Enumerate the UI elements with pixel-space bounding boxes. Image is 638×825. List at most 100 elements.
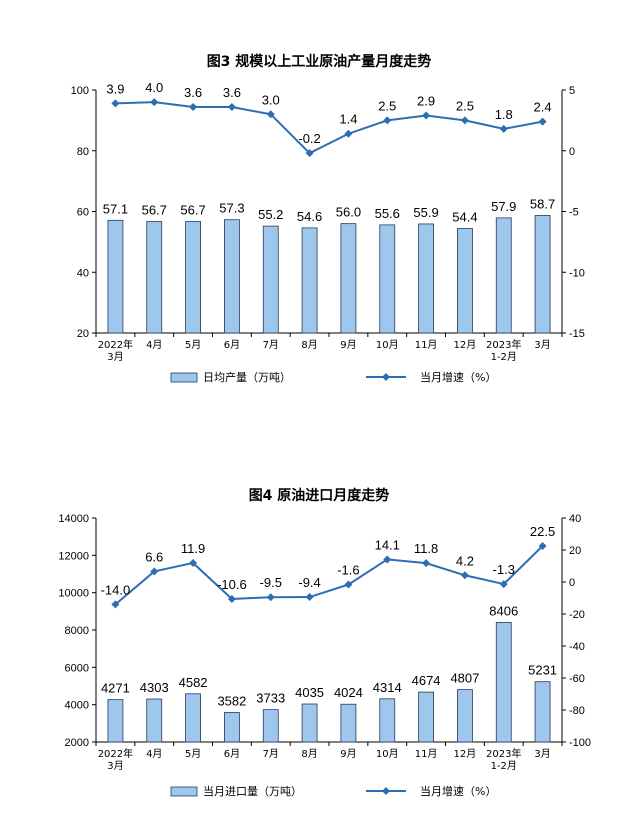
y-left-tick-label: 2000 — [65, 737, 89, 749]
bar-data-label: 55.9 — [413, 205, 438, 220]
line-data-label: 1.4 — [339, 112, 357, 127]
x-tick-label: 2023年 — [486, 747, 521, 760]
bar — [301, 227, 318, 334]
x-tick-label: 11月 — [415, 748, 438, 760]
line-marker — [538, 542, 547, 550]
growth-line — [114, 545, 544, 606]
y-right-tick-label: 5 — [569, 85, 575, 97]
line-marker — [305, 593, 314, 602]
y-left-tick-label: 14000 — [58, 513, 89, 525]
bar-data-label: 4271 — [101, 681, 130, 696]
y-left-tick-label: 20 — [77, 328, 89, 340]
line-data-label: 2.9 — [417, 94, 435, 109]
bar-data-label: 58.7 — [530, 196, 555, 211]
bar-data-label: 8406 — [489, 603, 518, 618]
line-marker — [538, 117, 547, 126]
line-marker — [111, 600, 120, 609]
x-tick-label: 5月 — [185, 748, 201, 760]
bar-data-label: 4807 — [450, 671, 479, 686]
y-left-tick-label: 8000 — [65, 625, 89, 637]
bar — [457, 228, 473, 334]
bar — [301, 703, 318, 743]
line-data-label: 11.8 — [414, 541, 438, 556]
legend-line-label: 当月增速（%） — [420, 370, 496, 384]
y-right-tick-label: 20 — [569, 545, 581, 557]
line-marker — [150, 98, 159, 107]
line-data-label: -1.3 — [493, 562, 515, 577]
x-tick-label: 10月 — [376, 748, 399, 760]
x-tick-label: 6月 — [224, 339, 240, 351]
bar-data-label: 54.6 — [297, 209, 322, 224]
legend-bar-swatch — [170, 372, 198, 383]
bar-data-label: 3582 — [217, 693, 246, 708]
bar — [340, 223, 357, 334]
bar-data-label: 54.4 — [452, 210, 477, 225]
line-data-label: 2.5 — [378, 98, 396, 113]
x-tick-label: 10月 — [376, 339, 399, 351]
bar-data-label: 4582 — [179, 675, 208, 690]
line-data-label: -1.6 — [337, 563, 359, 578]
line-marker — [383, 555, 392, 564]
line-data-label: -14.0 — [101, 582, 131, 597]
y-left-tick-label: 4000 — [65, 700, 89, 712]
legend-line-marker — [382, 787, 390, 795]
y-right-tick-label: 0 — [569, 577, 575, 589]
bar — [185, 693, 201, 743]
bar — [534, 215, 551, 334]
growth-line — [115, 101, 543, 155]
line-marker — [227, 103, 236, 112]
chart-1: 图3 规模以上工业原油产量月度走势 20 40 60 80 100 -15 -10 -5 0 5 20… — [71, 53, 585, 384]
x-tick-label: 2023年 — [486, 338, 521, 351]
line-marker — [422, 559, 431, 568]
y-right-tick-label: -10 — [569, 267, 585, 279]
x-tick-label: 8月 — [301, 748, 317, 760]
line-marker — [266, 593, 275, 602]
line-data-label: 22.5 — [530, 524, 555, 539]
x-tick-label: 12月 — [454, 748, 477, 760]
chart-title: 图4 原油进口月度走势 — [249, 487, 390, 504]
bar — [418, 691, 434, 743]
line-data-label: 6.6 — [145, 549, 163, 564]
line-data-label: -9.4 — [298, 575, 320, 590]
chart-2: 图4 原油进口月度走势 2000 4000 6000 8000 10000 12000 140… — [58, 487, 591, 798]
bar — [534, 681, 551, 743]
y-right-tick-label: 40 — [569, 513, 581, 525]
x-tick-label: 3月 — [107, 351, 123, 363]
bar-data-label: 57.3 — [219, 201, 244, 216]
bar-data-label: 4303 — [140, 680, 169, 695]
x-tick-label: 9月 — [340, 339, 356, 351]
line-data-label: 3.9 — [106, 81, 124, 96]
line-marker — [111, 99, 120, 108]
legend-line-label: 当月增速（%） — [420, 784, 496, 798]
line-data-label: 3.6 — [223, 85, 241, 100]
bar-data-label: 57.9 — [491, 199, 516, 214]
x-tick-label: 11月 — [415, 339, 438, 351]
bar-data-label: 55.6 — [375, 206, 400, 221]
bar-data-label: 56.7 — [180, 203, 205, 218]
y-right-tick-label: -60 — [569, 673, 585, 685]
y-right-tick-label: -100 — [569, 737, 591, 749]
line-data-label: 4.2 — [456, 553, 474, 568]
y-left-tick-label: 80 — [77, 146, 89, 158]
x-tick-label: 7月 — [263, 748, 279, 760]
y-left-tick-label: 10000 — [58, 588, 89, 600]
bar — [224, 712, 240, 743]
bar-data-label: 4314 — [373, 680, 402, 695]
line-marker — [499, 580, 508, 589]
line-marker — [460, 116, 469, 125]
bar — [262, 709, 279, 743]
bar — [224, 219, 240, 334]
y-right-tick-label: -40 — [569, 641, 585, 653]
line-marker — [150, 567, 159, 576]
chart-title: 图3 规模以上工业原油产量月度走势 — [207, 53, 432, 70]
line-data-label: 11.9 — [181, 541, 205, 556]
y-right-tick-label: -20 — [569, 609, 585, 621]
x-tick-label: 4月 — [146, 748, 162, 760]
line-marker — [305, 149, 314, 158]
line-data-label: 2.4 — [534, 100, 552, 115]
x-tick-label: 12月 — [454, 339, 477, 351]
x-tick-label: 9月 — [340, 748, 356, 760]
x-tick-label: 2022年 — [98, 747, 133, 760]
legend-bar-label: 当月进口量（万吨） — [203, 784, 302, 798]
x-tick-label: 1-2月 — [491, 760, 517, 772]
